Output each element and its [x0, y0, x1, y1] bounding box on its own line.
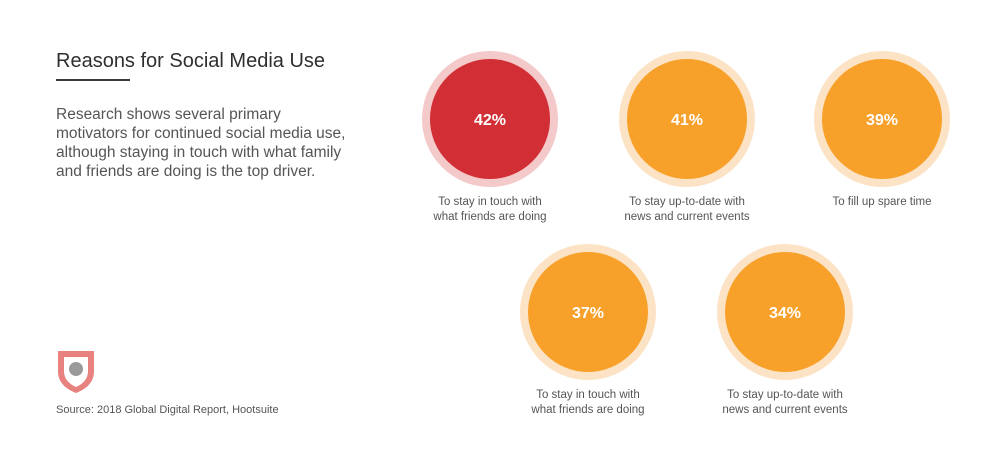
description-text: Research shows several primary motivator… [56, 106, 346, 180]
bubble-value: 41% [671, 112, 703, 129]
bubble-3: 39% [814, 51, 950, 187]
bubble-label: To fill up spare time [832, 196, 932, 208]
title-underline [56, 79, 130, 81]
bubble-4: 37% [520, 244, 656, 380]
bubble-label: To stay up-to-date with news and current… [624, 196, 750, 223]
bubble-label: To stay up-to-date with news and current… [722, 389, 848, 416]
bubble-fill [627, 59, 747, 179]
bubble-fill [822, 59, 942, 179]
bubble-value: 39% [866, 112, 898, 129]
bubble-label: To stay in touch with what friends are d… [531, 389, 645, 416]
bubble-value: 42% [474, 112, 506, 129]
bubble-fill [528, 252, 648, 372]
bubble-label: To stay in touch with what friends are d… [433, 196, 547, 223]
page-title: Reasons for Social Media Use [56, 50, 326, 72]
source-note: Source: 2018 Global Digital Report, Hoot… [56, 404, 279, 416]
shield-icon [58, 351, 94, 393]
bubble-value: 37% [572, 305, 604, 322]
bubble-5: 34% [717, 244, 853, 380]
bubble-2: 41% [619, 51, 755, 187]
bubble-fill [725, 252, 845, 372]
bubble-fill [430, 59, 550, 179]
bubble-1: 42% [422, 51, 558, 187]
bubble-value: 34% [769, 305, 801, 322]
